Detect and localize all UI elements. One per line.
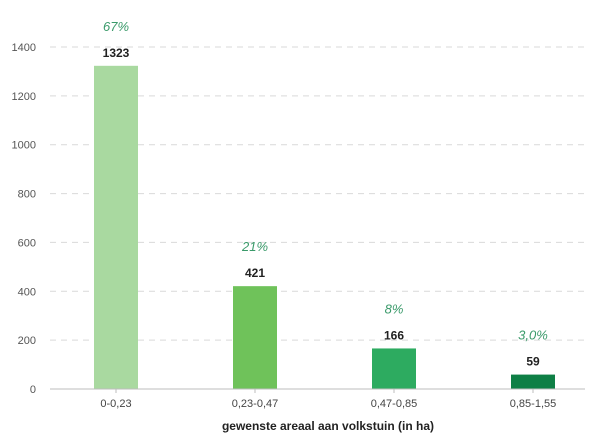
bar-percent-label: 67%	[103, 19, 129, 34]
x-tick-label: 0,23-0,47	[232, 398, 278, 410]
x-axis-ticks: 0-0,23 0,23-0,47 0,47-0,85 0,85-1,55	[100, 389, 556, 410]
bar	[372, 348, 416, 389]
y-tick-label: 1000	[12, 140, 36, 152]
bar	[511, 374, 555, 389]
y-tick-label: 1200	[12, 91, 36, 103]
bar-value-label: 59	[526, 355, 540, 369]
y-tick-label: 400	[18, 286, 36, 298]
y-tick-label: 200	[18, 335, 36, 347]
bars: 1323 67% 421 21% 166 8% 59 3,0%	[94, 19, 555, 389]
y-axis-ticks: 0 200 400 600 800 1000 1200 1400	[12, 42, 36, 396]
y-tick-label: 0	[30, 384, 36, 396]
bar-percent-label: 21%	[241, 239, 268, 254]
y-tick-label: 600	[18, 237, 36, 249]
bar-percent-label: 3,0%	[518, 328, 548, 343]
x-tick-label: 0,47-0,85	[371, 398, 417, 410]
bar-percent-label: 8%	[385, 301, 404, 316]
gridlines	[50, 46, 585, 341]
y-tick-label: 1400	[12, 42, 36, 54]
bar	[233, 286, 277, 389]
bar-value-label: 166	[384, 328, 404, 342]
x-axis-label: gewenste areaal aan volkstuin (in ha)	[222, 419, 434, 433]
bar-value-label: 1323	[103, 46, 130, 60]
bar-value-label: 421	[245, 266, 265, 280]
x-tick-label: 0-0,23	[100, 398, 131, 410]
bar	[94, 65, 138, 389]
y-tick-label: 800	[18, 189, 36, 201]
x-tick-label: 0,85-1,55	[510, 398, 556, 410]
